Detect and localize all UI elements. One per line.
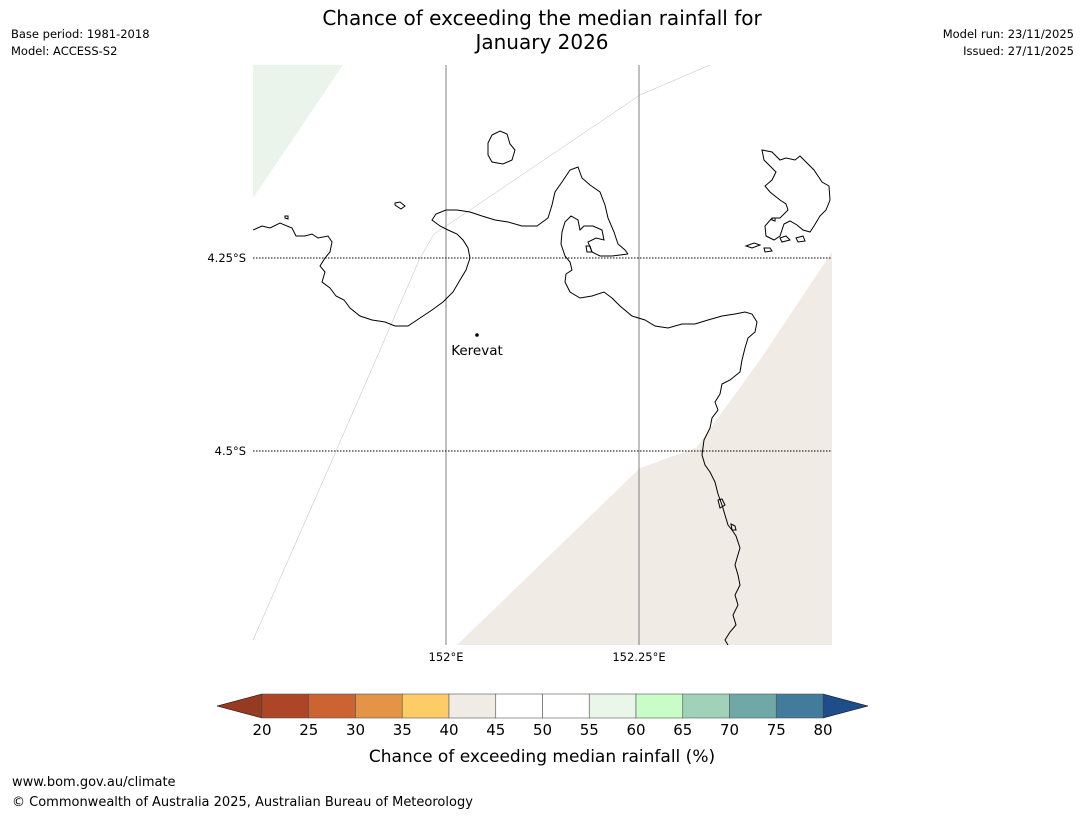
island-east-2	[744, 242, 762, 249]
issued-date: Issued: 27/11/2025	[963, 44, 1074, 58]
island-tiny	[284, 215, 289, 220]
colorbar-tick-label: 20	[252, 721, 271, 739]
colorbar-tick-label: 70	[720, 721, 739, 739]
base-period: Base period: 1981-2018	[11, 27, 150, 41]
colorbar-bins	[261, 693, 824, 719]
lon-label-152: 152°E	[429, 650, 464, 664]
colorbar-tick-label: 40	[439, 721, 458, 739]
island-inner-1	[585, 245, 593, 253]
colorbar-label: Chance of exceeding median rainfall (%)	[369, 747, 715, 767]
lon-label-152-25: 152.25°E	[612, 650, 665, 664]
colorbar-tick-label: 65	[673, 721, 692, 739]
coastline	[253, 130, 831, 645]
colorbar: 20 25 30 35 40 45 50 55 60 65 70 75 80	[216, 693, 869, 739]
colorbar-tick-label: 55	[580, 721, 599, 739]
colorbar-bin	[729, 693, 777, 719]
island-duke-of-york	[761, 149, 831, 241]
colorbar-over-arrow	[822, 693, 869, 719]
place-label-kerevat: Kerevat	[451, 343, 503, 359]
island-east-1	[779, 235, 791, 243]
colorbar-bin	[775, 693, 824, 719]
colorbar-bin	[401, 693, 450, 719]
title-line-1: Chance of exceeding the median rainfall …	[322, 6, 762, 30]
island-east-3	[763, 247, 773, 253]
colorbar-bin	[261, 693, 310, 719]
meta-right: Model run: 23/11/2025 Issued: 27/11/2025	[943, 26, 1074, 60]
island-north	[487, 130, 516, 165]
colorbar-tick-label: 60	[626, 721, 645, 739]
region-boundary	[253, 233, 435, 641]
title-line-2: January 2026	[475, 30, 609, 54]
colorbar-tick-label: 45	[486, 721, 505, 739]
colorbar-bin	[635, 693, 684, 719]
meta-left: Base period: 1981-2018 Model: ACCESS-S2	[11, 26, 150, 60]
footer-url[interactable]: www.bom.gov.au/climate	[12, 775, 176, 790]
colorbar-bin	[588, 693, 637, 719]
kerevat-marker	[475, 333, 479, 337]
model-run: Model run: 23/11/2025	[942, 27, 1074, 41]
colorbar-tick-label: 35	[393, 721, 412, 739]
island-south-2	[730, 523, 737, 531]
colorbar-tick-label: 25	[299, 721, 318, 739]
island-small-west	[394, 201, 406, 210]
colorbar-bin	[448, 693, 497, 719]
colorbar-tick-label: 30	[346, 721, 365, 739]
colorbar-under-arrow	[216, 693, 263, 719]
colorbar-ticks: 20 25 30 35 40 45 50 55 60 65 70 75 80	[252, 721, 832, 739]
map-area	[253, 65, 832, 645]
colorbar-bin	[308, 693, 356, 719]
island-east-4	[795, 235, 806, 243]
lat-label-4-25: 4.25°S	[207, 251, 246, 265]
colorbar-bin	[495, 693, 543, 719]
colorbar-bin	[682, 693, 730, 719]
chart-title: Chance of exceeding the median rainfall …	[242, 6, 842, 54]
colorbar-bin	[542, 693, 590, 719]
lat-label-4-5: 4.5°S	[215, 444, 246, 458]
island-south-1	[717, 498, 726, 509]
model-name: Model: ACCESS-S2	[11, 44, 118, 58]
coastline-west	[253, 166, 629, 327]
region-55-60	[253, 65, 343, 198]
colorbar-tick-label: 75	[767, 721, 786, 739]
island-east-5	[771, 217, 776, 222]
colorbar-tick-label: 50	[533, 721, 552, 739]
region-40-45	[457, 252, 832, 645]
colorbar-tick-label: 80	[813, 721, 832, 739]
coastline-gazelle	[560, 215, 758, 645]
region-boundary	[433, 65, 711, 235]
colorbar-bin	[355, 693, 403, 719]
footer-copyright: © Commonwealth of Australia 2025, Austra…	[12, 795, 473, 810]
